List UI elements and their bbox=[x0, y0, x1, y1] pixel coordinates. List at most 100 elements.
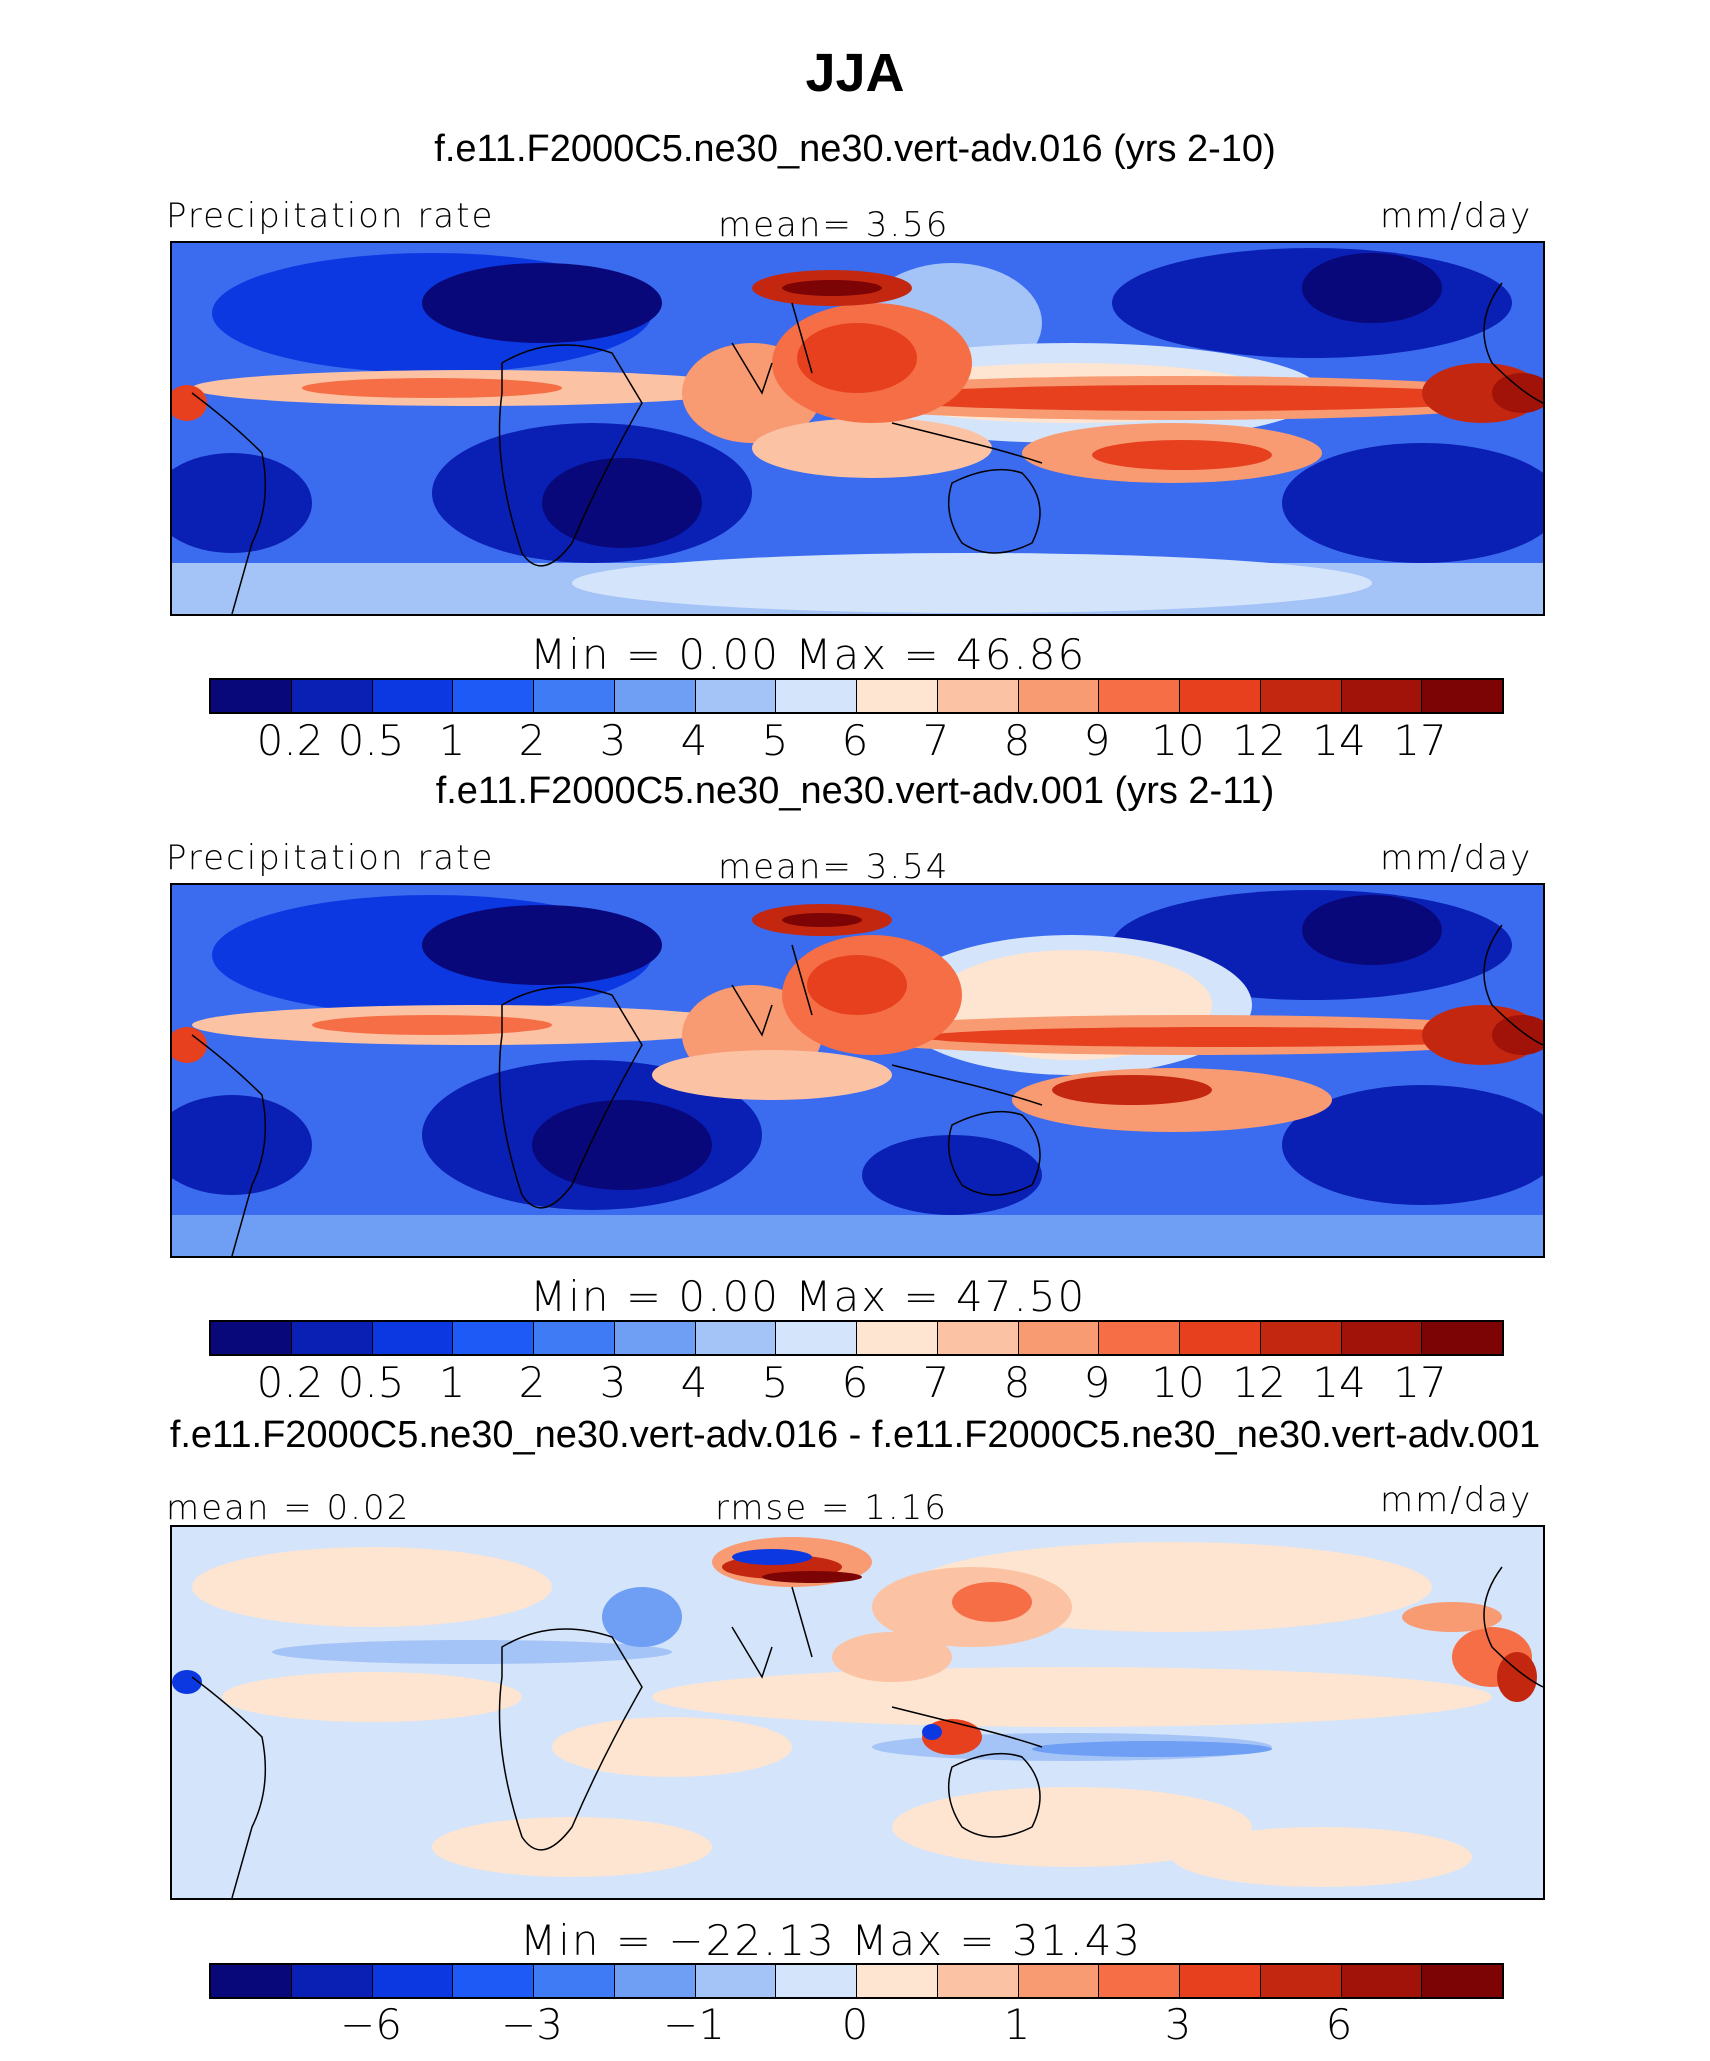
panel3-tick: −1 bbox=[663, 2000, 725, 2049]
panel3-swatch bbox=[1018, 1965, 1100, 1997]
panel1-tick: 4 bbox=[680, 716, 708, 765]
panel2-tick: 0.2 bbox=[256, 1358, 324, 1407]
panel1-tick: 3 bbox=[599, 716, 627, 765]
panel2-colorbar bbox=[209, 1320, 1504, 1356]
panel3-swatch bbox=[211, 1965, 292, 1997]
panel1-swatch bbox=[1422, 680, 1502, 712]
panel1-units-label: mm/day bbox=[1380, 196, 1533, 236]
panel3-tick: 3 bbox=[1164, 2000, 1192, 2049]
panel3-tick: −6 bbox=[340, 2000, 402, 2049]
panel2-tick: 17 bbox=[1393, 1358, 1447, 1407]
panel2-tick: 9 bbox=[1083, 1358, 1111, 1407]
panel1-tick: 9 bbox=[1083, 716, 1111, 765]
panel1-swatch bbox=[1341, 680, 1423, 712]
panel3-swatch bbox=[1260, 1965, 1342, 1997]
panel1-swatch bbox=[1180, 680, 1261, 712]
panel3-tick: 6 bbox=[1325, 2000, 1353, 2049]
panel2-swatch bbox=[453, 1322, 534, 1354]
panel2-swatch bbox=[372, 1322, 454, 1354]
panel3-tick: −3 bbox=[501, 2000, 563, 2049]
panel2-tick: 12 bbox=[1232, 1358, 1286, 1407]
panel1-tick: 0.5 bbox=[337, 716, 405, 765]
panel3-swatch bbox=[453, 1965, 534, 1997]
panel2-swatch bbox=[211, 1322, 292, 1354]
panel1-colorbar bbox=[209, 678, 1504, 714]
panel1-swatch bbox=[211, 680, 292, 712]
panel3-swatch bbox=[937, 1965, 1019, 1997]
panel2-variable-label: Precipitation rate bbox=[166, 838, 495, 878]
panel1-swatch bbox=[937, 680, 1019, 712]
panel2-swatch bbox=[1260, 1322, 1342, 1354]
panel3-colorbar bbox=[209, 1963, 1504, 1999]
panel3-swatch bbox=[614, 1965, 696, 1997]
panel3-tick-labels: −6 −3 −1 0 1 3 6 bbox=[0, 2000, 1710, 2050]
panel1-variable-label: Precipitation rate bbox=[166, 196, 495, 236]
panel3-swatch bbox=[1180, 1965, 1261, 1997]
panel1-swatch bbox=[857, 680, 938, 712]
panel3-min-max: Min = −22.13 Max = 31.43 bbox=[520, 1916, 1143, 1965]
panel2-swatch bbox=[1341, 1322, 1423, 1354]
panel3-swatch bbox=[695, 1965, 777, 1997]
plot-title: JJA bbox=[805, 43, 905, 103]
panel1-swatch bbox=[534, 680, 615, 712]
panel2-tick: 5 bbox=[761, 1358, 789, 1407]
panel2-tick: 8 bbox=[1003, 1358, 1031, 1407]
panel3-rmse-label: rmse = 1.16 bbox=[715, 1488, 948, 1528]
panel1-swatch bbox=[1260, 680, 1342, 712]
panel1-tick: 8 bbox=[1003, 716, 1031, 765]
panel3-swatch bbox=[1099, 1965, 1180, 1997]
panel2-swatch bbox=[1018, 1322, 1100, 1354]
panel2-tick: 10 bbox=[1151, 1358, 1205, 1407]
panel1-swatch bbox=[695, 680, 777, 712]
panel1-case-label: f.e11.F2000C5.ne30_ne30.vert-adv.016 (yr… bbox=[434, 128, 1276, 170]
panel2-tick: 2 bbox=[518, 1358, 546, 1407]
panel3-case-label: f.e11.F2000C5.ne30_ne30.vert-adv.016 - f… bbox=[169, 1414, 1541, 1456]
panel1-tick: 7 bbox=[922, 716, 950, 765]
panel3-swatch bbox=[291, 1965, 373, 1997]
panel3-swatch bbox=[857, 1965, 938, 1997]
panel2-swatch bbox=[1099, 1322, 1180, 1354]
panel1-swatch bbox=[372, 680, 454, 712]
panel1-mean-label: mean= 3.56 bbox=[718, 205, 950, 245]
panel2-min-max: Min = 0.00 Max = 47.50 bbox=[530, 1272, 1087, 1321]
panel2-swatch bbox=[614, 1322, 696, 1354]
panel2-tick: 3 bbox=[599, 1358, 627, 1407]
panel2-tick-labels: 0.2 0.5 1 2 3 4 5 6 7 8 9 10 12 14 17 bbox=[0, 1358, 1710, 1408]
panel1-tick: 2 bbox=[518, 716, 546, 765]
panel2-swatch bbox=[1180, 1322, 1261, 1354]
panel1-tick: 6 bbox=[841, 716, 869, 765]
panel3-tick: 1 bbox=[1003, 2000, 1031, 2049]
panel3-swatch bbox=[372, 1965, 454, 1997]
panel2-tick: 0.5 bbox=[337, 1358, 405, 1407]
panel2-tick: 14 bbox=[1312, 1358, 1366, 1407]
panel1-swatch bbox=[776, 680, 857, 712]
panel1-tick: 12 bbox=[1232, 716, 1286, 765]
panel1-tick: 1 bbox=[438, 716, 466, 765]
panel2-tick: 7 bbox=[922, 1358, 950, 1407]
panel2-units-label: mm/day bbox=[1380, 838, 1533, 878]
panel2-swatch bbox=[695, 1322, 777, 1354]
panel3-swatch bbox=[534, 1965, 615, 1997]
panel3-swatch bbox=[1422, 1965, 1502, 1997]
panel2-swatch bbox=[857, 1322, 938, 1354]
panel1-tick: 10 bbox=[1151, 716, 1205, 765]
panel1-swatch bbox=[1099, 680, 1180, 712]
panel2-case-label: f.e11.F2000C5.ne30_ne30.vert-adv.001 (yr… bbox=[435, 770, 1275, 812]
panel1-swatch bbox=[291, 680, 373, 712]
panel2-swatch bbox=[534, 1322, 615, 1354]
panel1-tick: 5 bbox=[761, 716, 789, 765]
panel2-precip-map bbox=[170, 883, 1545, 1258]
panel2-tick: 6 bbox=[841, 1358, 869, 1407]
panel2-tick: 4 bbox=[680, 1358, 708, 1407]
panel1-swatch bbox=[453, 680, 534, 712]
panel3-mean-label: mean = 0.02 bbox=[166, 1488, 411, 1528]
panel1-tick: 0.2 bbox=[256, 716, 324, 765]
panel2-swatch bbox=[291, 1322, 373, 1354]
panel2-swatch bbox=[776, 1322, 857, 1354]
panel2-swatch bbox=[1422, 1322, 1502, 1354]
panel1-swatch bbox=[1018, 680, 1100, 712]
panel1-min-max: Min = 0.00 Max = 46.86 bbox=[530, 630, 1087, 679]
panel2-tick: 1 bbox=[438, 1358, 466, 1407]
panel1-tick: 17 bbox=[1393, 716, 1447, 765]
panel3-swatch bbox=[776, 1965, 857, 1997]
